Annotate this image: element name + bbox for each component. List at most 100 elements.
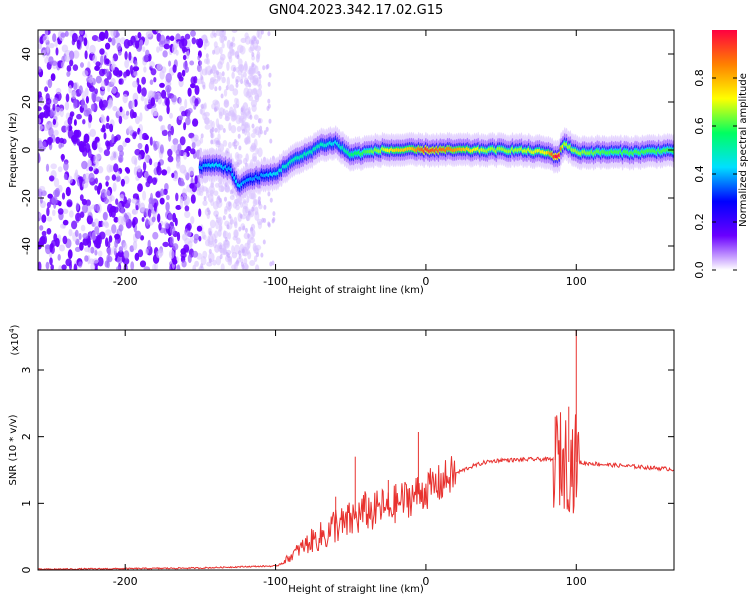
noise-blob (251, 142, 257, 151)
noise-blob (168, 60, 172, 67)
noise-blob (202, 84, 206, 90)
noise-blob (106, 115, 110, 123)
noise-blob (157, 95, 162, 105)
noise-blob (83, 37, 88, 47)
noise-blob (203, 196, 207, 201)
noise-blob (53, 97, 59, 105)
noise-blob (238, 64, 242, 70)
noise-blob (250, 39, 254, 45)
noise-blob (135, 204, 139, 211)
noise-blob (231, 245, 235, 254)
noise-blob (196, 225, 203, 232)
noise-blob (166, 105, 170, 115)
noise-blob (147, 239, 151, 250)
noise-blob (181, 260, 187, 268)
noise-blob (46, 136, 54, 144)
noise-blob (222, 108, 226, 116)
noise-blob (57, 254, 61, 261)
noise-blob (161, 129, 168, 136)
noise-blob (172, 138, 179, 146)
noise-blob (142, 190, 147, 201)
noise-blob (265, 126, 269, 132)
noise-blob (235, 259, 239, 265)
noise-blob (52, 33, 57, 43)
noise-blob (110, 209, 116, 218)
noise-blob (43, 123, 50, 132)
noise-blob (199, 60, 203, 66)
noise-blob (271, 218, 275, 224)
noise-blob (109, 123, 114, 133)
noise-blob (160, 188, 165, 197)
noise-blob (189, 60, 195, 66)
noise-blob (63, 173, 68, 180)
noise-blob (259, 125, 263, 131)
noise-blob (55, 136, 61, 144)
noise-blob (271, 260, 275, 266)
noise-blob (94, 225, 100, 235)
noise-blob (197, 55, 201, 61)
noise-blob (238, 254, 242, 259)
noise-blob (92, 258, 99, 264)
noise-blob (192, 250, 199, 258)
noise-blob (219, 197, 222, 203)
noise-blob (159, 144, 164, 154)
noise-blob (62, 138, 67, 145)
noise-blob (218, 85, 222, 91)
y-tick-label: -20 (20, 189, 33, 207)
noise-blob (134, 60, 138, 67)
noise-blob (139, 112, 143, 122)
noise-blob (230, 125, 237, 134)
noise-blob (137, 84, 142, 94)
noise-blob (237, 58, 243, 66)
noise-blob (117, 50, 122, 56)
noise-blob (128, 51, 132, 61)
x-tick-label: 100 (566, 275, 587, 288)
noise-blob (209, 128, 213, 134)
noise-blob (64, 101, 70, 111)
noise-blob (44, 244, 51, 250)
noise-blob (250, 132, 256, 138)
y-tick-label: 2 (20, 433, 33, 440)
noise-blob (188, 132, 195, 139)
noise-blob (256, 252, 259, 258)
noise-blob (212, 49, 216, 55)
noise-blob (124, 59, 130, 69)
noise-blob (247, 131, 251, 140)
noise-blob (79, 176, 83, 187)
noise-blob (122, 242, 128, 251)
noise-blob (46, 228, 52, 235)
noise-blob (232, 88, 239, 96)
noise-blob (73, 82, 78, 90)
noise-blob (240, 107, 244, 113)
noise-blob (187, 87, 192, 97)
noise-blob (55, 237, 60, 248)
noise-blob (241, 128, 245, 134)
noise-blob (239, 45, 246, 55)
noise-blob (92, 155, 99, 165)
noise-blob (132, 132, 137, 140)
noise-blob (103, 197, 109, 204)
noise-blob (229, 219, 235, 225)
noise-blob (66, 71, 71, 77)
noise-blob (184, 33, 191, 40)
spectrogram-y-ticks: -40 -20 0 20 40 (20, 47, 674, 255)
noise-blob (236, 153, 243, 159)
noise-blob (188, 166, 195, 176)
noise-blob (141, 217, 145, 222)
x-tick-label: -100 (263, 275, 288, 288)
noise-blob (256, 39, 260, 45)
noise-blob (58, 265, 63, 270)
noise-blob (76, 39, 81, 50)
noise-blob (103, 149, 110, 157)
spectrogram-plot (38, 30, 674, 270)
noise-blob (48, 56, 54, 65)
noise-blob (103, 132, 107, 140)
noise-blob (210, 198, 215, 206)
noise-blob (193, 238, 198, 244)
noise-blob (178, 181, 185, 187)
x-tick-label: 0 (422, 575, 429, 588)
noise-blob (125, 168, 131, 174)
noise-blob (69, 59, 74, 67)
noise-blob (110, 30, 117, 38)
noise-blob (46, 216, 53, 222)
